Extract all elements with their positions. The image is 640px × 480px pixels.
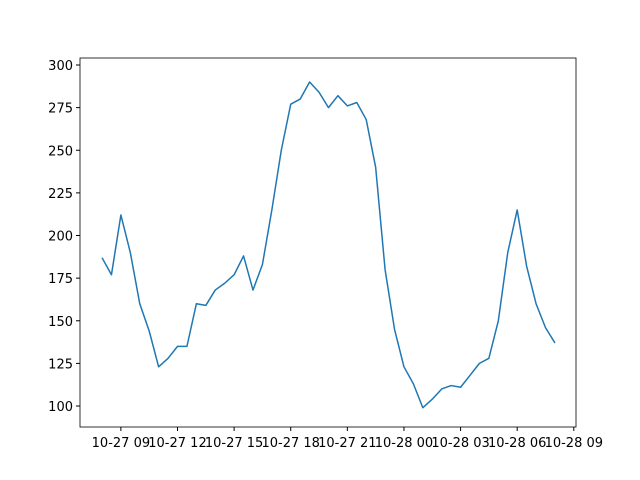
x-tick-label: 10-28 09 <box>545 436 603 451</box>
line-series <box>101 81 556 409</box>
y-tick-label: 175 <box>48 272 73 287</box>
y-tick-label: 300 <box>48 59 73 74</box>
x-tick-label: 10-27 21 <box>318 436 376 451</box>
x-tick-label: 10-27 18 <box>262 436 320 451</box>
y-tick-label: 100 <box>48 400 73 415</box>
y-tick-label: 275 <box>48 102 73 117</box>
x-tick-label: 10-27 12 <box>148 436 206 451</box>
x-tick-label: 10-27 15 <box>205 436 263 451</box>
x-tick-label: 10-28 03 <box>431 436 489 451</box>
x-tick-label: 10-28 06 <box>488 436 546 451</box>
x-tick-label: 10-28 00 <box>375 436 433 451</box>
y-tick-label: 125 <box>48 357 73 372</box>
axes-frame <box>79 57 577 428</box>
plot-area <box>80 58 576 427</box>
x-tick-label: 10-27 09 <box>92 436 150 451</box>
y-tick-label: 150 <box>48 315 73 330</box>
y-tick-label: 225 <box>48 187 73 202</box>
y-tick-label: 250 <box>48 144 73 159</box>
y-tick-label: 200 <box>48 230 73 245</box>
